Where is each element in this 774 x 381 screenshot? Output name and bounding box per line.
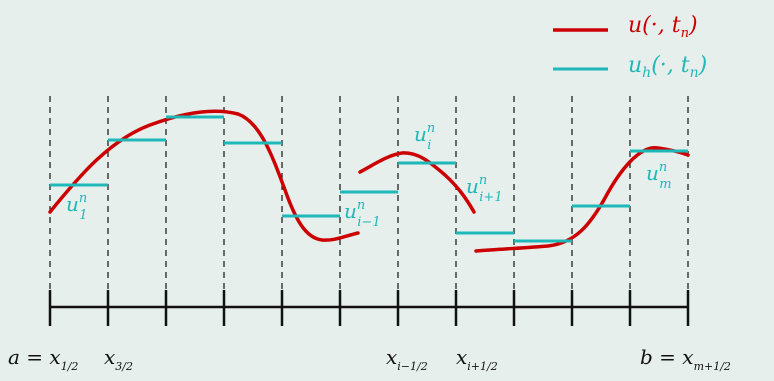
label-xip: xi+1/2 [456,345,498,373]
cell-averages [50,115,688,243]
axis-labels: a = x1/2 x3/2 xi−1/2 xi+1/2 b = xm+1/2 [8,345,731,373]
exact-curve-segment-2 [358,151,476,214]
label-um: un m [646,160,672,192]
x-axis [48,290,690,326]
label-x32: x3/2 [104,345,133,373]
label-b: b = xm+1/2 [640,345,731,373]
legend-exact-label: u(·, tn) [628,13,698,41]
label-ui: un i [414,121,435,153]
cell-labels: un 1 un i−1 un i un i+1 un m [66,121,672,230]
label-a: a = x1/2 [8,345,78,373]
label-uip1: un i+1 [466,173,503,205]
label-xim: xi−1/2 [386,345,428,373]
label-uim1: un i−1 [344,198,381,230]
exact-curve-segment-3 [474,146,690,253]
cell-interface-lines [49,96,689,300]
exact-solution [48,109,690,253]
label-u1: un 1 [66,191,88,223]
legend: u(·, tn) uh(·, tn) [553,13,707,81]
legend-approx-label: uh(·, tn) [628,53,707,81]
exact-curve-segment-1 [48,109,360,242]
